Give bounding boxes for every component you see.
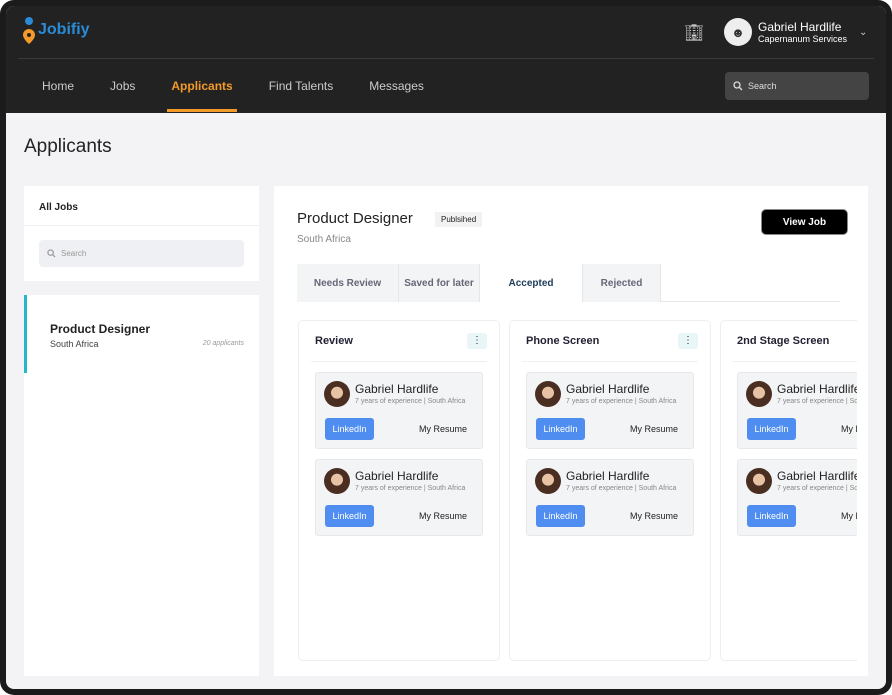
applicant-card[interactable]: Gabriel Hardlife 7 years of experience | …: [737, 372, 857, 449]
resume-link[interactable]: My Resume: [841, 511, 857, 521]
applicant-count: 20 applicants: [202, 340, 244, 347]
linkedin-button[interactable]: LinkedIn: [536, 505, 585, 527]
avatar: [746, 381, 772, 407]
nav-jobs[interactable]: Jobs: [110, 79, 136, 93]
nav-home[interactable]: Home: [42, 79, 75, 93]
resume-link[interactable]: My Resume: [419, 511, 468, 521]
status-badge: Publsihed: [435, 212, 483, 227]
resume-link[interactable]: My Resume: [841, 424, 857, 434]
job-title: Product Designer: [297, 210, 413, 227]
user-name: Gabriel Hardlife: [758, 19, 842, 34]
spacer: [24, 281, 259, 295]
linkedin-button[interactable]: LinkedIn: [747, 505, 796, 527]
search-placeholder: Search: [748, 81, 777, 91]
tab-accepted[interactable]: Accepted: [480, 264, 582, 302]
applicant-card[interactable]: Gabriel Hardlife 7 years of experience | …: [737, 459, 857, 536]
column-title: Review: [315, 335, 353, 347]
page-title: Applicants: [24, 136, 112, 157]
resume-link[interactable]: My Resume: [419, 424, 468, 434]
applicant-meta: 7 years of experience | South Africa: [777, 398, 857, 405]
column-title: 2nd Stage Screen: [737, 335, 830, 347]
applicant-tabs: Needs Review Saved for later Accepted Re…: [297, 264, 840, 302]
avatar: [746, 468, 772, 494]
applicant-name: Gabriel Hardlife: [777, 382, 857, 396]
building-icon[interactable]: 🏢︎: [684, 25, 705, 42]
tab-rejected[interactable]: Rejected: [582, 264, 661, 302]
job-location: South Africa: [297, 234, 351, 245]
tab-saved-for-later[interactable]: Saved for later: [399, 264, 480, 302]
column-title: Phone Screen: [526, 335, 600, 347]
job-detail-panel: Product Designer Publsihed South Africa …: [274, 186, 868, 676]
applicant-card[interactable]: Gabriel Hardlife 7 years of experience | …: [526, 459, 694, 536]
user-menu[interactable]: ☻ Gabriel Hardlife Capernanum Services ⌄: [724, 18, 867, 46]
linkedin-button[interactable]: LinkedIn: [747, 418, 796, 440]
nav-applicants[interactable]: Applicants: [153, 66, 250, 112]
pipeline-board: Review ⋮ Gabriel Hardlife 7 years of experi…: [298, 320, 857, 661]
applicant-card[interactable]: Gabriel Hardlife 7 years of experience | …: [315, 372, 483, 449]
pipeline-column: 2nd Stage Screen Gabriel Hardlife 7 years …: [720, 320, 857, 661]
column-header: 2nd Stage Screen: [733, 321, 857, 362]
pipeline-column: Phone Screen ⋮ Gabriel Hardlife 7 years of …: [509, 320, 711, 661]
applicant-name: Gabriel Hardlife: [355, 469, 439, 483]
search-icon: [733, 81, 743, 91]
avatar: [535, 381, 561, 407]
resume-link[interactable]: My Resume: [630, 424, 679, 434]
all-jobs-heading: All Jobs: [24, 186, 259, 226]
location-pin-icon: [23, 17, 35, 44]
jobs-sidebar: All Jobs Search Product Designer South A…: [24, 186, 259, 676]
applicant-name: Gabriel Hardlife: [355, 382, 439, 396]
column-header: Review ⋮: [311, 321, 487, 362]
applicant-card[interactable]: Gabriel Hardlife 7 years of experience | …: [315, 459, 483, 536]
brand-name: Jobifiy: [38, 21, 90, 38]
avatar: [535, 468, 561, 494]
sidebar-search-input[interactable]: Search: [39, 240, 244, 267]
top-header: Jobifiy 🏢︎ ☻ Gabriel Hardlife Capernanum…: [6, 6, 886, 113]
column-header: Phone Screen ⋮: [522, 321, 698, 362]
linkedin-button[interactable]: LinkedIn: [536, 418, 585, 440]
linkedin-button[interactable]: LinkedIn: [325, 418, 374, 440]
pipeline-column: Review ⋮ Gabriel Hardlife 7 years of experi…: [298, 320, 500, 661]
more-vertical-icon[interactable]: ⋮: [678, 333, 698, 349]
job-location: South Africa: [50, 339, 99, 349]
user-company: Capernanum Services: [758, 33, 848, 44]
applicant-meta: 7 years of experience | South Africa: [355, 398, 466, 405]
more-vertical-icon[interactable]: ⋮: [467, 333, 487, 349]
avatar: [324, 381, 350, 407]
search-placeholder: Search: [61, 249, 87, 258]
job-list-item[interactable]: Product Designer South Africa 20 applica…: [24, 295, 259, 373]
search-icon: [47, 249, 56, 258]
tab-needs-review[interactable]: Needs Review: [297, 264, 399, 302]
applicant-card[interactable]: Gabriel Hardlife 7 years of experience | …: [526, 372, 694, 449]
applicant-meta: 7 years of experience | South Africa: [566, 398, 677, 405]
chevron-down-icon[interactable]: ⌄: [859, 26, 868, 38]
applicant-meta: 7 years of experience | South Africa: [355, 485, 466, 492]
logo[interactable]: Jobifiy: [22, 16, 90, 44]
job-title: Product Designer: [50, 322, 151, 336]
main-nav: Home Jobs Applicants Find Talents Messag…: [24, 66, 442, 112]
header-divider: [18, 58, 874, 59]
linkedin-button[interactable]: LinkedIn: [325, 505, 374, 527]
applicant-name: Gabriel Hardlife: [777, 469, 857, 483]
avatar: [324, 468, 350, 494]
applicant-name: Gabriel Hardlife: [566, 382, 650, 396]
applicant-meta: 7 years of experience | South Africa: [566, 485, 677, 492]
applicant-name: Gabriel Hardlife: [566, 469, 650, 483]
nav-messages[interactable]: Messages: [369, 79, 424, 93]
resume-link[interactable]: My Resume: [630, 511, 679, 521]
app-window: Jobifiy 🏢︎ ☻ Gabriel Hardlife Capernanum…: [6, 6, 886, 689]
header-search-input[interactable]: Search: [725, 72, 869, 100]
avatar: ☻: [724, 18, 752, 46]
nav-find-talents[interactable]: Find Talents: [268, 79, 334, 93]
view-job-button[interactable]: View Job: [761, 209, 848, 235]
applicant-meta: 7 years of experience | South Africa: [777, 485, 857, 492]
